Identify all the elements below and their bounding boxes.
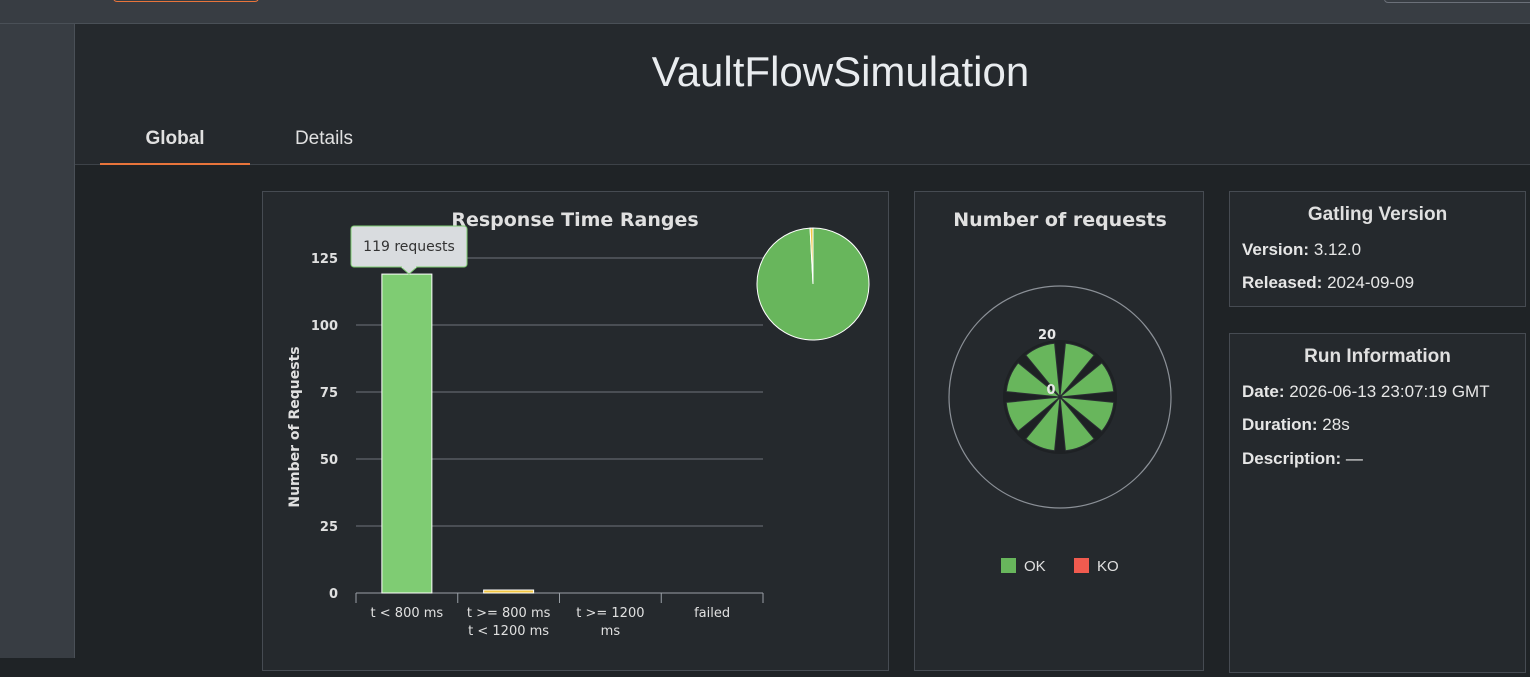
run-information-panel: Run Information Date: 2026-06-13 23:07:1… [1229, 333, 1526, 673]
y-axis-label: Number of Requests [287, 346, 303, 507]
y-tick-label: 0 [329, 587, 338, 602]
ring-label-20: 20 [1038, 328, 1056, 343]
bar-tooltip: 119 requests [350, 225, 468, 275]
ok-slice[interactable] [1005, 396, 1062, 432]
legend-ok[interactable]: OK [1001, 558, 1046, 575]
tooltip-pointer [399, 266, 419, 275]
number-of-requests-chart: Number of requests 20 0 [948, 209, 1172, 509]
tooltip-pointer-mask [402, 265, 416, 268]
run-information-title: Run Information [1304, 346, 1451, 367]
chart-title: Number of requests [953, 209, 1167, 231]
response-time-ranges-panel: Response Time Ranges Number of Requests … [262, 191, 889, 671]
version-row: Version: 3.12.0 [1242, 240, 1361, 260]
released-label: Released: [1242, 273, 1323, 292]
gatling-version-title: Gatling Version [1307, 204, 1448, 225]
duration-value: 28s [1322, 415, 1350, 434]
description-row: Description: — [1242, 449, 1363, 469]
released-row: Released: 2024-09-09 [1242, 273, 1414, 293]
released-value: 2024-09-09 [1327, 273, 1415, 292]
description-value: — [1345, 449, 1363, 468]
number-of-requests-panel: Number of requests 20 0 OK KO [914, 191, 1204, 671]
y-tick-labels: 0 25 50 75 100 125 [311, 252, 338, 602]
ok-slice[interactable] [1058, 362, 1115, 398]
chart-title: Response Time Ranges [451, 209, 698, 231]
date-row: Date: 2026-06-13 23:07:19 GMT [1242, 382, 1490, 402]
y-tick-label: 100 [311, 319, 338, 334]
outer-ring [948, 285, 1172, 509]
pie-slice[interactable] [809, 227, 814, 285]
tooltip-text: 119 requests [363, 239, 455, 255]
ranges-pie [756, 227, 870, 341]
legend-ok-label: OK [1024, 558, 1046, 575]
top-navbar [0, 0, 1530, 24]
legend-ko-swatch [1074, 558, 1089, 573]
ok-slice[interactable] [1059, 395, 1095, 452]
bar[interactable] [483, 589, 535, 594]
x-tick-label: failed [694, 606, 730, 621]
report-header: VaultFlowSimulation Global Details [75, 24, 1530, 165]
version-label: Version: [1242, 240, 1310, 259]
x-tick-label: t >= 1200 [576, 606, 644, 621]
bar[interactable] [381, 273, 433, 594]
y-tick-label: 75 [320, 386, 338, 401]
description-label: Description: [1242, 449, 1342, 468]
x-tick-label: t >= 800 ms [467, 606, 551, 621]
tab-details[interactable]: Details [294, 128, 354, 149]
tab-global[interactable]: Global [100, 128, 250, 165]
top-nav-button-edge[interactable] [113, 0, 259, 2]
legend-ko[interactable]: KO [1074, 558, 1119, 575]
gatling-version-panel: Gatling Version Version: 3.12.0 Released… [1229, 191, 1526, 307]
legend-ko-label: KO [1097, 558, 1119, 575]
duration-label: Duration: [1242, 415, 1318, 434]
sidebar [0, 24, 75, 658]
ok-slice[interactable] [1025, 395, 1061, 452]
y-tick-label: 25 [320, 520, 338, 535]
ok-slice[interactable] [1058, 396, 1115, 432]
page-title-text: VaultFlowSimulation [651, 48, 1030, 95]
ring-label-0: 0 [1046, 383, 1055, 398]
x-tick-label: t < 800 ms [371, 606, 444, 621]
x-tick-label: t < 1200 ms [468, 624, 549, 639]
x-tick-label: ms [601, 624, 621, 639]
date-label: Date: [1242, 382, 1285, 401]
duration-row: Duration: 28s [1242, 415, 1350, 435]
x-tick-labels: t < 800 ms t >= 800 ms t < 1200 ms t >= 120… [355, 593, 764, 639]
ok-slices [1005, 342, 1115, 452]
page-title: VaultFlowSimulation [75, 48, 1530, 96]
date-value: 2026-06-13 23:07:19 GMT [1289, 382, 1490, 401]
legend-ok-swatch [1001, 558, 1016, 573]
bars [381, 273, 535, 594]
response-time-ranges-chart: Response Time Ranges Number of Requests … [287, 209, 870, 639]
y-tick-label: 50 [320, 453, 338, 468]
top-nav-control-edge[interactable] [1384, 0, 1530, 3]
y-tick-label: 125 [311, 252, 338, 267]
ok-slice[interactable] [1005, 362, 1062, 398]
version-value: 3.12.0 [1313, 240, 1362, 259]
ok-slice[interactable] [1025, 342, 1061, 399]
ok-slice[interactable] [1059, 342, 1095, 399]
